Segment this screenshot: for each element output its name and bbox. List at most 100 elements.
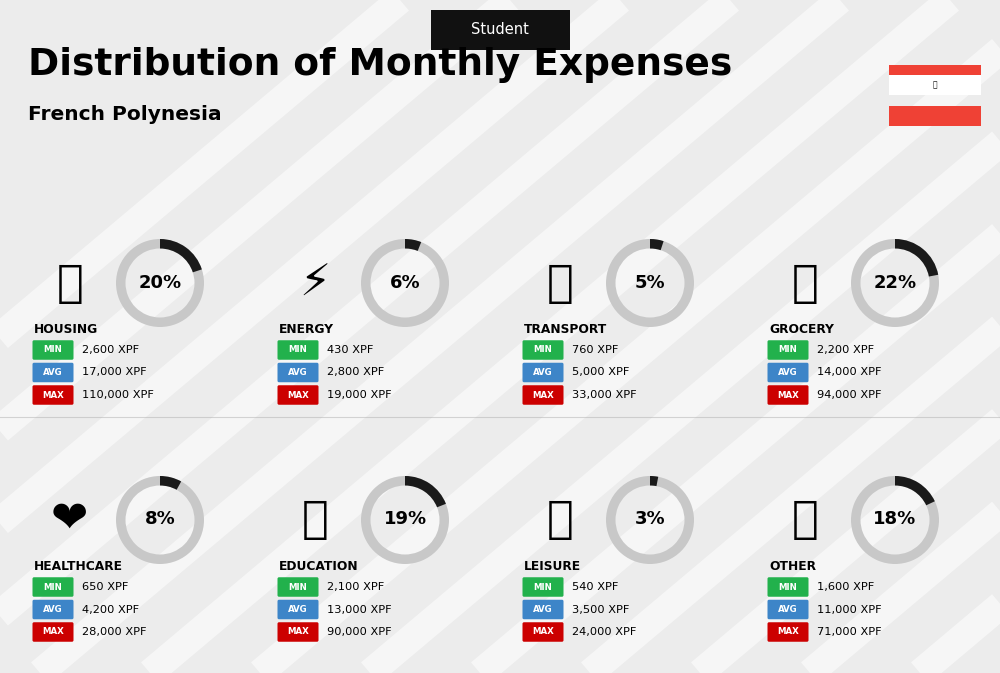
FancyBboxPatch shape [522, 385, 564, 404]
FancyBboxPatch shape [278, 577, 318, 597]
Text: AVG: AVG [43, 605, 63, 614]
Text: 🚌: 🚌 [547, 262, 573, 304]
Text: MIN: MIN [44, 583, 62, 592]
Text: MIN: MIN [779, 345, 797, 355]
FancyBboxPatch shape [278, 385, 318, 404]
FancyBboxPatch shape [889, 106, 981, 125]
Text: 5%: 5% [635, 273, 665, 291]
Text: 650 XPF: 650 XPF [82, 582, 128, 592]
FancyBboxPatch shape [768, 623, 809, 642]
Wedge shape [116, 239, 204, 327]
Wedge shape [650, 239, 664, 250]
Text: HEALTHCARE: HEALTHCARE [34, 560, 123, 573]
Wedge shape [405, 476, 446, 507]
Wedge shape [160, 476, 181, 490]
FancyBboxPatch shape [768, 363, 809, 382]
Text: MIN: MIN [44, 345, 62, 355]
Text: 430 XPF: 430 XPF [327, 345, 373, 355]
Text: ENERGY: ENERGY [279, 323, 334, 336]
Text: 22%: 22% [873, 273, 917, 291]
FancyBboxPatch shape [32, 363, 74, 382]
FancyBboxPatch shape [278, 363, 318, 382]
Text: 33,000 XPF: 33,000 XPF [572, 390, 637, 400]
Text: 6%: 6% [390, 273, 420, 291]
Wedge shape [606, 239, 694, 327]
Text: MAX: MAX [42, 390, 64, 400]
Text: 28,000 XPF: 28,000 XPF [82, 627, 146, 637]
Wedge shape [650, 476, 658, 486]
FancyBboxPatch shape [32, 385, 74, 404]
Text: MAX: MAX [532, 390, 554, 400]
Text: 19,000 XPF: 19,000 XPF [327, 390, 392, 400]
Text: 17,000 XPF: 17,000 XPF [82, 367, 147, 378]
FancyBboxPatch shape [32, 577, 74, 597]
Text: 94,000 XPF: 94,000 XPF [817, 390, 882, 400]
Wedge shape [851, 239, 939, 327]
Text: 🛍️: 🛍️ [547, 499, 573, 542]
Text: 540 XPF: 540 XPF [572, 582, 618, 592]
Text: ⚡: ⚡ [299, 262, 331, 304]
Text: MIN: MIN [289, 583, 307, 592]
Text: 71,000 XPF: 71,000 XPF [817, 627, 882, 637]
FancyBboxPatch shape [522, 363, 564, 382]
Text: MIN: MIN [534, 583, 552, 592]
Text: AVG: AVG [288, 368, 308, 377]
Text: AVG: AVG [533, 368, 553, 377]
FancyBboxPatch shape [32, 623, 74, 642]
Text: MAX: MAX [777, 627, 799, 637]
Wedge shape [895, 239, 938, 277]
Text: EDUCATION: EDUCATION [279, 560, 359, 573]
Text: MIN: MIN [534, 345, 552, 355]
Text: AVG: AVG [778, 605, 798, 614]
Text: 🛒: 🛒 [792, 262, 818, 304]
Text: OTHER: OTHER [769, 560, 816, 573]
Text: 19%: 19% [383, 511, 427, 528]
Wedge shape [895, 476, 935, 505]
Text: AVG: AVG [288, 605, 308, 614]
Text: Student: Student [471, 22, 529, 37]
Text: 2,100 XPF: 2,100 XPF [327, 582, 384, 592]
FancyBboxPatch shape [278, 600, 318, 619]
Wedge shape [405, 239, 421, 251]
Text: MAX: MAX [532, 627, 554, 637]
Wedge shape [116, 476, 204, 564]
Wedge shape [361, 476, 449, 564]
Text: MIN: MIN [779, 583, 797, 592]
FancyBboxPatch shape [278, 341, 318, 360]
Text: Distribution of Monthly Expenses: Distribution of Monthly Expenses [28, 47, 732, 83]
Text: 2,600 XPF: 2,600 XPF [82, 345, 139, 355]
Text: LEISURE: LEISURE [524, 560, 581, 573]
Text: AVG: AVG [533, 605, 553, 614]
Text: TRANSPORT: TRANSPORT [524, 323, 607, 336]
Text: 11,000 XPF: 11,000 XPF [817, 604, 882, 614]
Text: MIN: MIN [289, 345, 307, 355]
Text: 2,800 XPF: 2,800 XPF [327, 367, 384, 378]
Wedge shape [160, 239, 202, 273]
Text: 24,000 XPF: 24,000 XPF [572, 627, 636, 637]
FancyBboxPatch shape [522, 341, 564, 360]
Text: 110,000 XPF: 110,000 XPF [82, 390, 154, 400]
FancyBboxPatch shape [889, 65, 981, 85]
Text: 🎓: 🎓 [302, 499, 328, 542]
FancyBboxPatch shape [522, 577, 564, 597]
Wedge shape [361, 239, 449, 327]
Text: 760 XPF: 760 XPF [572, 345, 618, 355]
Text: HOUSING: HOUSING [34, 323, 98, 336]
FancyBboxPatch shape [522, 623, 564, 642]
Text: 2,200 XPF: 2,200 XPF [817, 345, 874, 355]
Text: 1,600 XPF: 1,600 XPF [817, 582, 874, 592]
FancyBboxPatch shape [32, 341, 74, 360]
Text: 14,000 XPF: 14,000 XPF [817, 367, 882, 378]
Text: 13,000 XPF: 13,000 XPF [327, 604, 392, 614]
FancyBboxPatch shape [522, 600, 564, 619]
Text: French Polynesia: French Polynesia [28, 106, 222, 125]
Text: GROCERY: GROCERY [769, 323, 834, 336]
Text: MAX: MAX [42, 627, 64, 637]
Text: AVG: AVG [778, 368, 798, 377]
Text: 3%: 3% [635, 511, 665, 528]
FancyBboxPatch shape [768, 600, 809, 619]
Text: 🏢: 🏢 [57, 262, 83, 304]
FancyBboxPatch shape [278, 623, 318, 642]
Text: 90,000 XPF: 90,000 XPF [327, 627, 392, 637]
Text: MAX: MAX [777, 390, 799, 400]
